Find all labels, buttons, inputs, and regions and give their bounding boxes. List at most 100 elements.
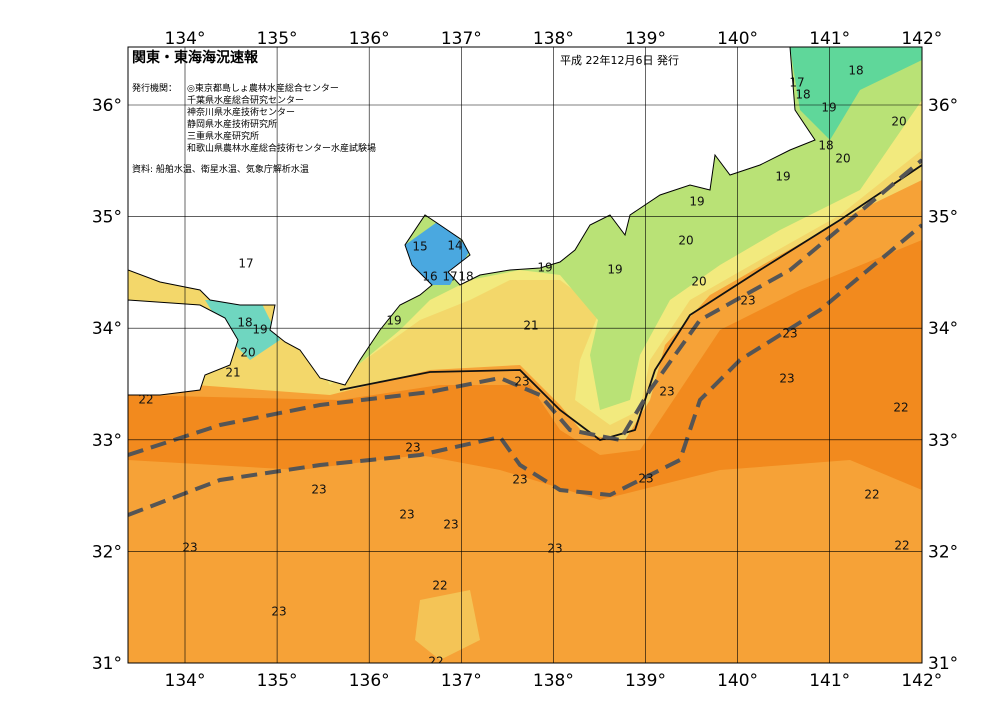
issuer: 千葉県水産総合研究センター	[187, 94, 304, 106]
lat-label: 32°	[928, 542, 958, 562]
lon-label: 138°	[533, 671, 574, 691]
issuers: ◎東京都島しょ農林水産総合センター千葉県水産総合研究センター神奈川県水産技術セン…	[187, 82, 376, 154]
issuer: 神奈川県水産技術センター	[187, 106, 295, 118]
axis-labels: 134° 134° 135° 135° 136° 136° 137° 137° 138° 138°…	[92, 29, 958, 691]
contour-label: 19	[607, 263, 622, 277]
contour-label: 20	[891, 115, 906, 129]
contour-label: 19	[689, 195, 704, 209]
lat-label: 35°	[92, 208, 122, 228]
contour-label: 19	[252, 323, 267, 337]
lon-label: 137°	[441, 29, 482, 49]
contour-label: 17	[789, 76, 804, 90]
contour-label: 18	[237, 316, 252, 330]
lon-label: 137°	[441, 671, 482, 691]
date: 平成 22年12月6日 発行	[560, 53, 679, 67]
contour-label: 23	[271, 605, 286, 619]
lon-label: 139°	[625, 29, 666, 49]
lon-label: 139°	[625, 671, 666, 691]
lat-label: 33°	[92, 431, 122, 451]
contour-label: 23	[311, 483, 326, 497]
contour-label: 23	[514, 375, 529, 389]
contour-label: 18	[458, 270, 473, 284]
contour-label: 23	[182, 541, 197, 555]
lon-label: 141°	[809, 29, 850, 49]
contour-label: 16	[422, 270, 437, 284]
issuer: 三重県水産研究所	[187, 130, 259, 142]
contour-label: 23	[779, 372, 794, 386]
lat-label: 31°	[928, 654, 958, 674]
contour-label: 23	[782, 327, 797, 341]
contour-label: 22	[138, 393, 153, 407]
issuer-label: 発行機関：	[132, 82, 177, 94]
contour-label: 23	[405, 441, 420, 455]
lon-label: 134°	[165, 29, 206, 49]
contour-label: 20	[678, 234, 693, 248]
lon-label: 140°	[717, 671, 758, 691]
contour-label: 23	[638, 472, 653, 486]
lat-label: 34°	[92, 319, 122, 339]
lat-label: 33°	[928, 431, 958, 451]
strait-water	[205, 300, 280, 360]
contour-label: 23	[740, 294, 755, 308]
lon-label: 142°	[901, 671, 942, 691]
issuer: 静岡県水産技術研究所	[187, 118, 277, 130]
contour-label: 23	[399, 508, 414, 522]
contour-label: 22	[432, 579, 447, 593]
lon-label: 135°	[257, 671, 298, 691]
lat-label: 36°	[928, 96, 958, 116]
source: 資料: 船舶水温、衛星水温、気象庁解析水温	[132, 163, 309, 175]
contour-label: 20	[691, 275, 706, 289]
frame	[127, 46, 923, 664]
patch	[415, 590, 480, 660]
contour-label: 14	[447, 239, 462, 253]
issuer: 和歌山県農林水産総合技術センター水産試験場	[187, 142, 376, 154]
contour-label: 21	[523, 319, 538, 333]
contour-label: 23	[443, 518, 458, 532]
lat-label: 34°	[928, 319, 958, 339]
contour-label: 21	[225, 366, 240, 380]
contour-label: 18	[818, 139, 833, 153]
lat-label: 31°	[92, 654, 122, 674]
contour-label: 18	[795, 88, 810, 102]
contour-label: 19	[821, 101, 836, 115]
kuroshio-axis	[128, 158, 922, 457]
contour-label: 23	[547, 542, 562, 556]
contour-label: 19	[537, 261, 552, 275]
lon-label: 140°	[717, 29, 758, 49]
contour-line	[339, 164, 922, 441]
lon-label: 135°	[257, 29, 298, 49]
contour-label: 23	[512, 473, 527, 487]
lon-label: 134°	[165, 671, 206, 691]
lat-label: 35°	[928, 208, 958, 228]
kuroshio-axis	[128, 223, 922, 517]
lat-label: 32°	[92, 542, 122, 562]
contour-label: 20	[835, 152, 850, 166]
contour-label: 19	[386, 314, 401, 328]
contour-label: 22	[428, 655, 443, 669]
contour-label: 18	[848, 64, 863, 78]
contour-label: 22	[894, 539, 909, 553]
lon-label: 142°	[901, 29, 942, 49]
shikoku	[128, 299, 239, 396]
lon-label: 138°	[533, 29, 574, 49]
contour-label: 22	[864, 488, 879, 502]
land	[128, 47, 816, 386]
cold-water	[790, 47, 922, 140]
lon-label: 141°	[809, 671, 850, 691]
lon-label: 136°	[349, 29, 390, 49]
lat-label: 36°	[92, 96, 122, 116]
contour-label: 17	[238, 257, 253, 271]
contour-label: 19	[775, 170, 790, 184]
lon-label: 136°	[349, 671, 390, 691]
contour-label: 23	[659, 385, 674, 399]
contour-label: 20	[240, 346, 255, 360]
contour-label: 15	[412, 240, 427, 254]
contour-label: 17	[442, 270, 457, 284]
warm-band	[128, 240, 922, 500]
title: 関東・東海海況速報	[132, 49, 259, 66]
issuer: ◎東京都島しょ農林水産総合センター	[187, 82, 339, 94]
contour-label: 22	[893, 401, 908, 415]
